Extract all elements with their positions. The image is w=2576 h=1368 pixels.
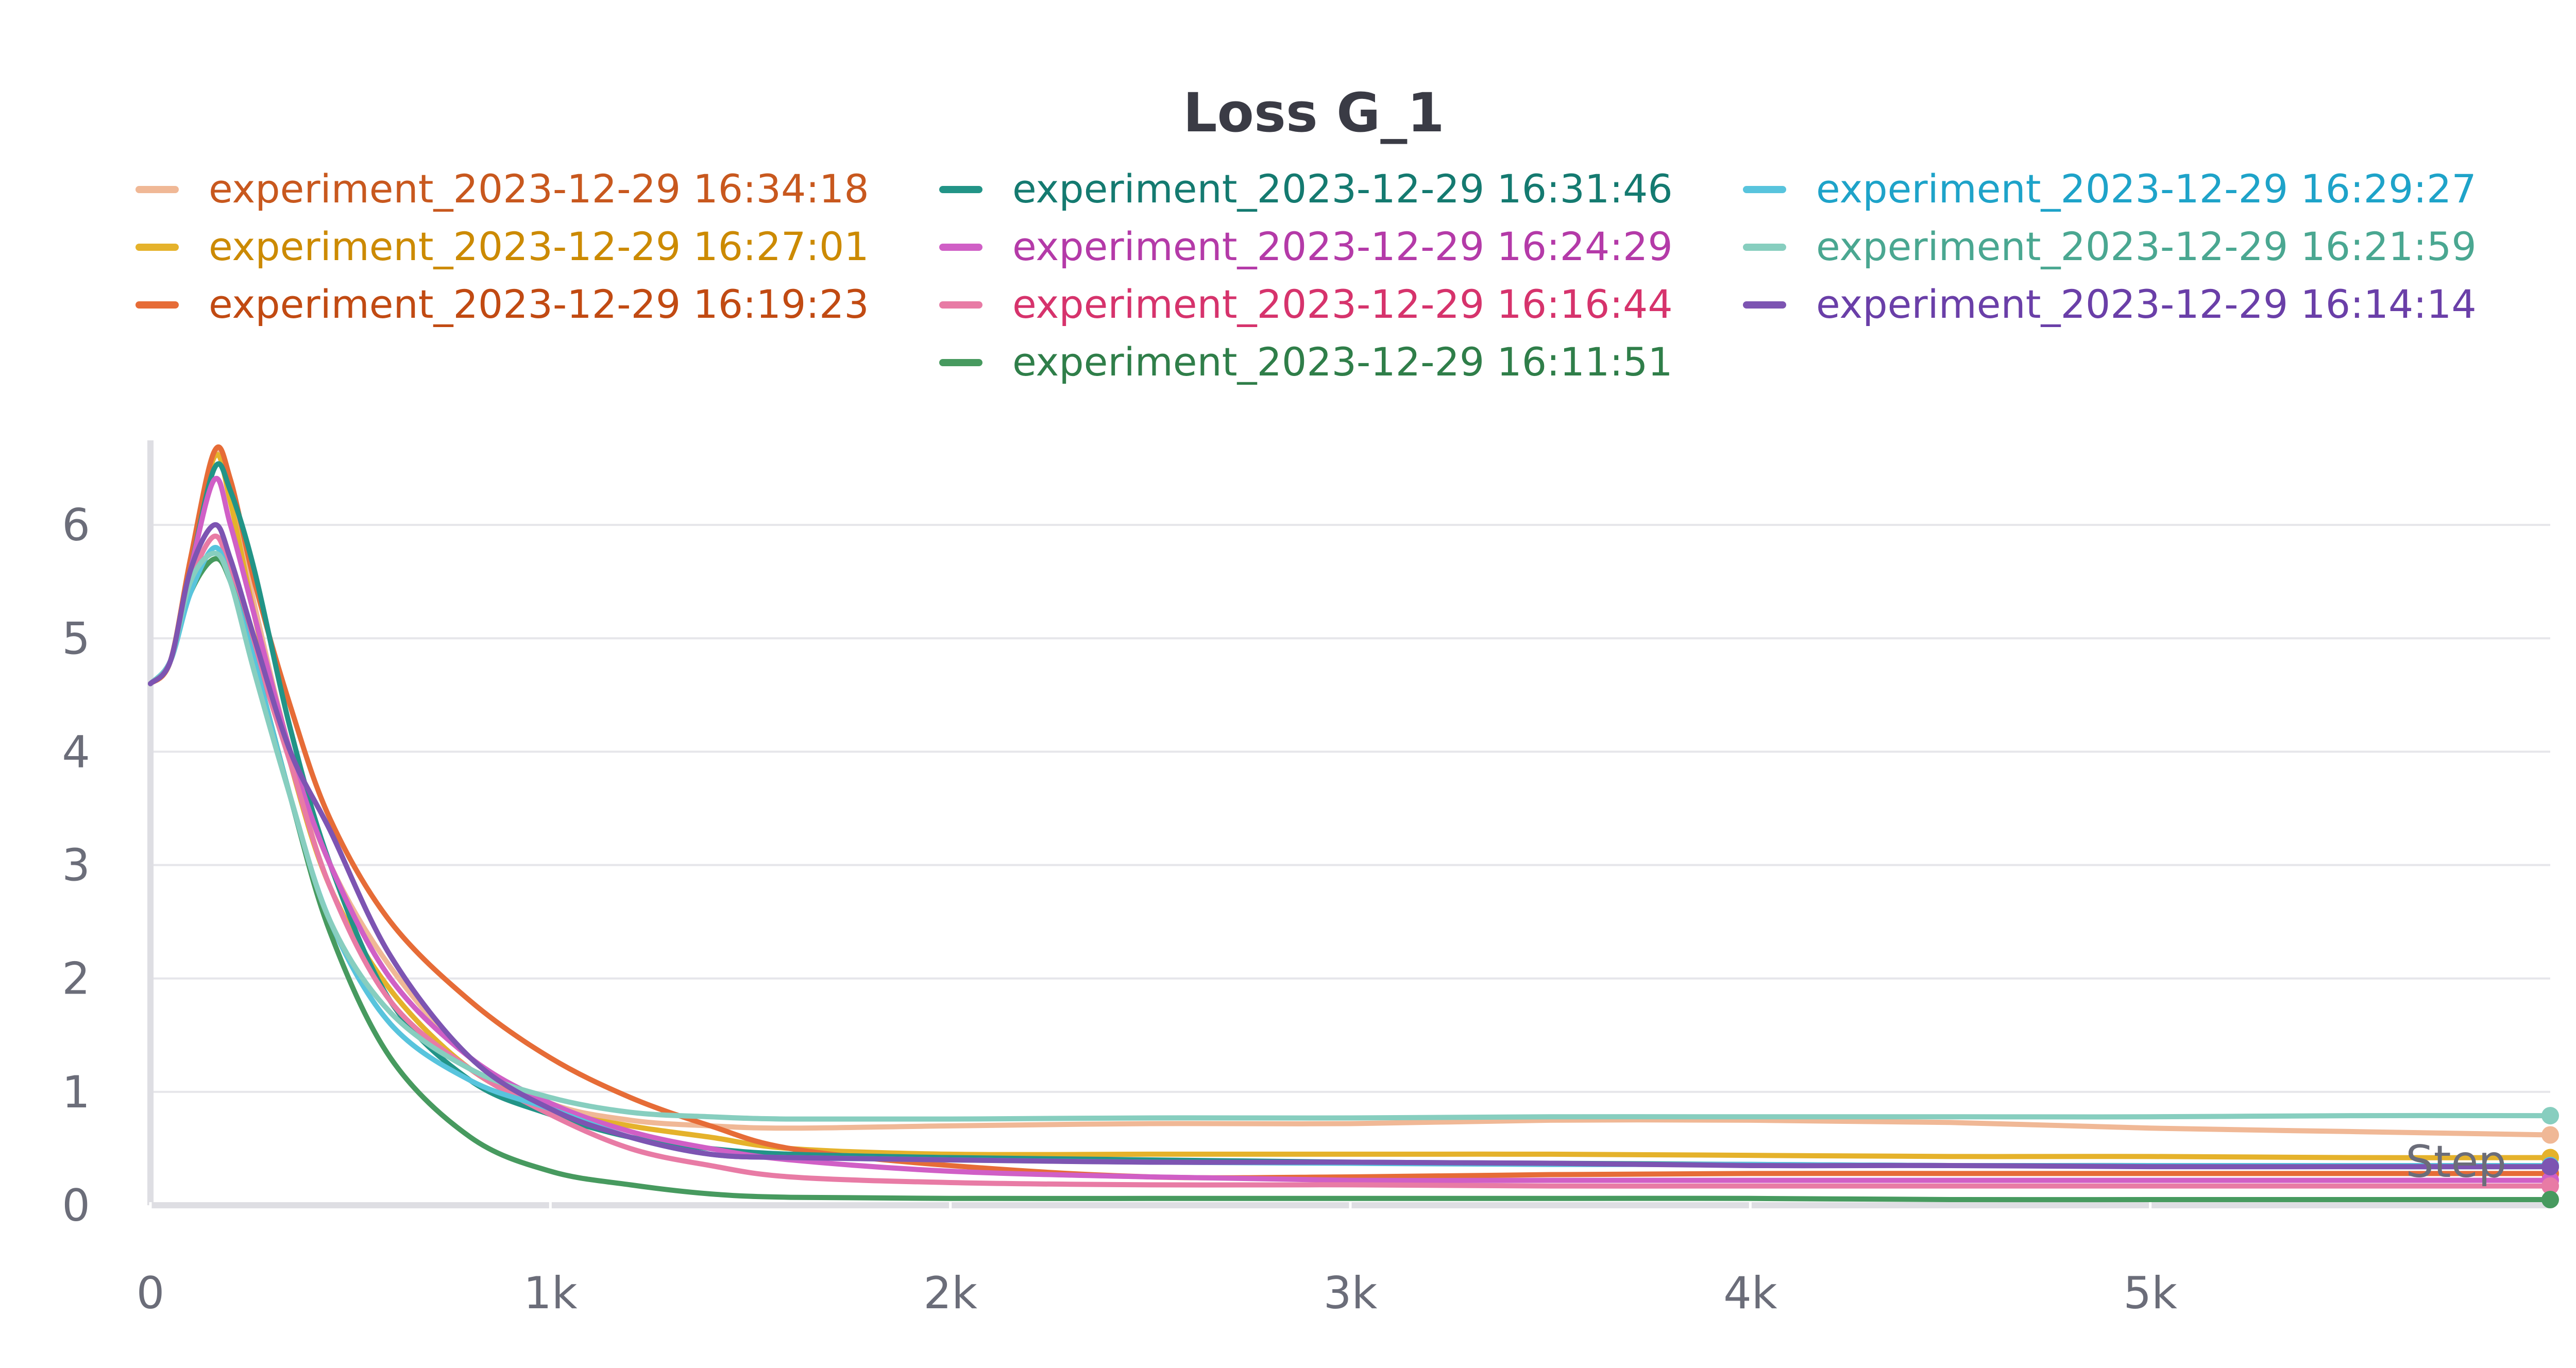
legend-label[interactable]: experiment_2023-12-29 16:27:01 <box>209 224 869 269</box>
series-line-2[interactable] <box>148 444 2553 1181</box>
legend-label[interactable]: experiment_2023-12-29 16:11:51 <box>1012 339 1673 385</box>
series-end-point-5 <box>2541 1177 2559 1195</box>
series-line-1[interactable] <box>148 452 2553 1160</box>
y-tick-label: 4 <box>62 726 90 778</box>
x-axis-title: Step <box>2405 1136 2506 1188</box>
legend-label[interactable]: experiment_2023-12-29 16:29:27 <box>1816 166 2477 212</box>
legend-label[interactable]: experiment_2023-12-29 16:19:23 <box>209 281 869 327</box>
x-tick-label: 1k <box>523 1268 578 1319</box>
y-tick-label: 5 <box>62 613 90 664</box>
x-tick-label: 3k <box>1324 1268 1378 1319</box>
series-line-3[interactable] <box>148 461 2553 1170</box>
series-line-4[interactable] <box>148 475 2553 1184</box>
grid <box>150 524 2550 1093</box>
x-tick-label: 0 <box>137 1268 165 1319</box>
series-end-point-9 <box>2541 1158 2559 1176</box>
legend-label[interactable]: experiment_2023-12-29 16:24:29 <box>1012 224 1673 269</box>
series-end-point-0 <box>2541 1126 2559 1144</box>
y-tick-label: 0 <box>62 1180 90 1232</box>
series-end-point-8 <box>2541 1107 2559 1125</box>
chart-title: Loss G_1 <box>1183 81 1444 144</box>
axes: 0 1 2 3 4 5 6 0 1k 2k 3k 4k 5k <box>62 440 2550 1319</box>
series-line-9[interactable] <box>148 522 2553 1170</box>
y-tick-label: 2 <box>62 953 90 1005</box>
legend-label[interactable]: experiment_2023-12-29 16:31:46 <box>1012 166 1673 212</box>
x-tick-label: 4k <box>1723 1268 1777 1319</box>
y-tick-label: 1 <box>62 1067 90 1118</box>
series-group <box>148 444 2559 1208</box>
legend: experiment_2023-12-29 16:34:18 experiment… <box>135 166 2477 385</box>
y-tick-label: 6 <box>62 500 90 551</box>
series-line-7[interactable] <box>148 545 2553 1169</box>
legend-label[interactable]: experiment_2023-12-29 16:14:14 <box>1816 281 2477 327</box>
legend-label[interactable]: experiment_2023-12-29 16:21:59 <box>1816 224 2477 269</box>
series-end-point-6 <box>2541 1190 2559 1208</box>
series-line-5[interactable] <box>148 534 2553 1189</box>
y-tick-label: 3 <box>62 840 90 892</box>
legend-label[interactable]: experiment_2023-12-29 16:34:18 <box>209 166 869 212</box>
x-tick-label: 2k <box>923 1268 977 1319</box>
legend-label[interactable]: experiment_2023-12-29 16:16:44 <box>1012 281 1673 327</box>
x-tick-label: 5k <box>2123 1268 2177 1319</box>
series-line-8[interactable] <box>148 551 2553 1122</box>
